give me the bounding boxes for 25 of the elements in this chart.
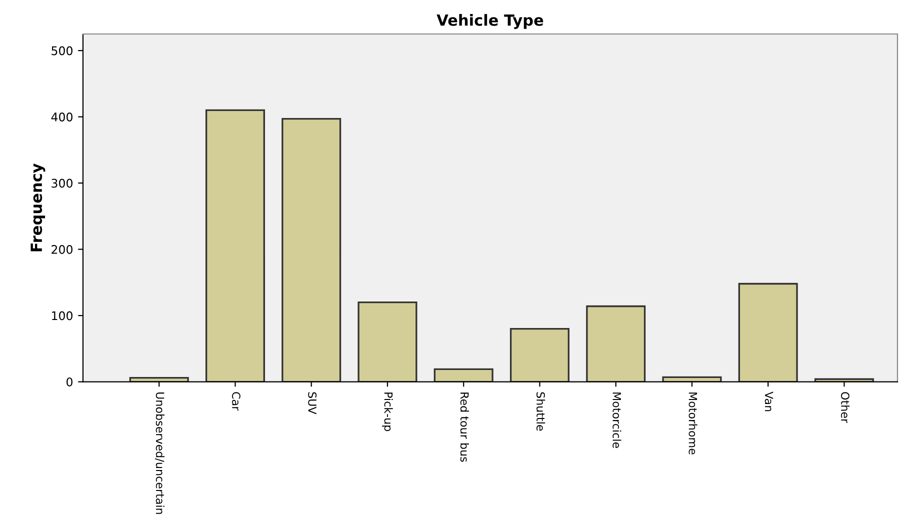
bar — [586, 305, 646, 382]
bar — [282, 118, 342, 382]
bar — [434, 368, 494, 382]
bar — [205, 109, 265, 382]
x-tick-label: Motorhome — [688, 392, 698, 454]
y-tick-label: 200 — [52, 245, 72, 254]
y-tick-label: 400 — [51, 112, 72, 122]
x-tick-label: Pick-up — [382, 392, 393, 432]
y-tick-label: 0 — [66, 378, 72, 386]
bar — [510, 328, 570, 382]
x-tick-label: SUV — [308, 392, 317, 414]
x-tick-label: Other — [840, 392, 850, 424]
x-tick-label: Shuttle — [536, 392, 546, 431]
x-tick-label: Unobserved/uncertain — [155, 392, 164, 514]
y-tick-label: 100 — [52, 311, 72, 320]
x-tick-label: Car — [232, 392, 240, 411]
x-tick-label: Motorcicle — [612, 392, 622, 448]
x-tick-label: Van — [764, 392, 774, 412]
y-axis-title: Frequency — [30, 163, 46, 252]
chart-title: Vehicle Type — [436, 14, 544, 29]
x-tick-label: Red tour bus — [460, 392, 469, 462]
y-tick-label: 300 — [52, 178, 72, 188]
bar — [358, 301, 418, 382]
bar — [738, 282, 798, 382]
y-tick-label: 500 — [52, 46, 72, 56]
